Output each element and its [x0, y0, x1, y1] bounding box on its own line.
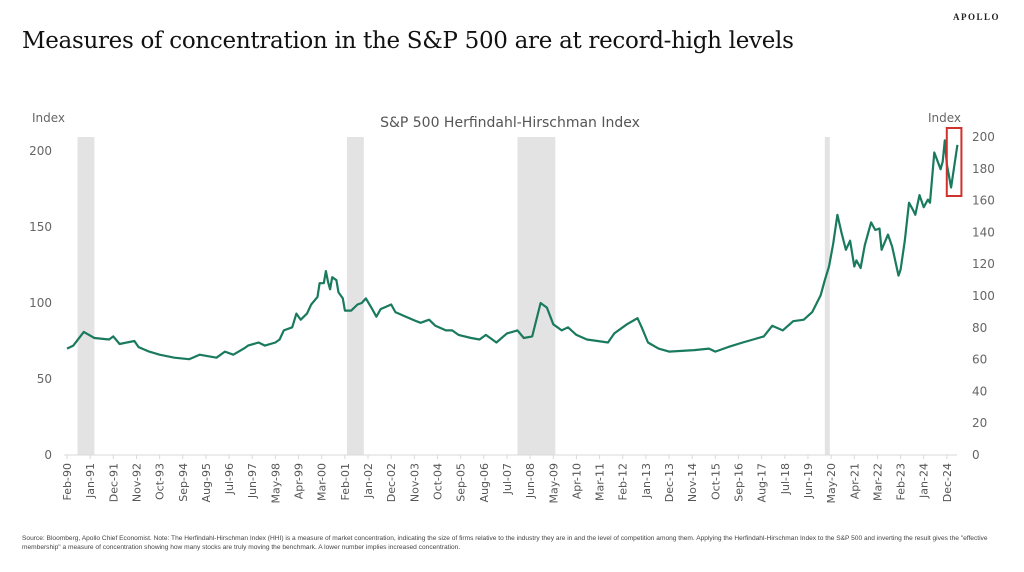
- x-tick-label: May-20: [825, 463, 838, 504]
- x-tick-label: Feb-90: [61, 463, 74, 500]
- x-tick-label: Nov-14: [686, 463, 699, 502]
- chart-title: S&P 500 Herfindahl-Hirschman Index: [380, 115, 640, 131]
- recession-band: [77, 137, 95, 455]
- right-tick-label: 0: [972, 448, 980, 462]
- x-tick-label: Jun-97: [246, 463, 259, 499]
- left-tick-label: 0: [44, 448, 52, 462]
- highlight-box: [945, 127, 963, 197]
- recession-band: [517, 137, 556, 455]
- x-tick-label: Jan-13: [640, 463, 653, 499]
- x-tick-label: Apr-21: [848, 463, 861, 499]
- x-tick-label: Sep-16: [732, 463, 745, 502]
- x-tick-label: Nov-92: [130, 463, 143, 502]
- x-tick-label: Dec-02: [385, 463, 398, 502]
- x-tick-label: Jan-91: [84, 463, 97, 499]
- left-tick-label: 100: [29, 296, 52, 310]
- right-axis-label: Index: [928, 111, 961, 125]
- x-tick-label: Jul-18: [779, 463, 792, 495]
- right-tick-label: 20: [972, 416, 987, 430]
- recession-band: [824, 137, 830, 455]
- x-tick-label: Mar-22: [871, 463, 884, 501]
- x-tick-label: Jan-02: [362, 463, 375, 499]
- series-line: [66, 139, 959, 361]
- x-tick-label: Aug-06: [478, 463, 491, 502]
- x-tick-label: Oct-15: [709, 463, 722, 500]
- right-tick-label: 200: [972, 130, 995, 144]
- x-tick-label: Nov-03: [408, 463, 421, 502]
- x-tick-label: Aug-95: [200, 463, 213, 502]
- right-tick-label: 140: [972, 225, 995, 239]
- chart: S&P 500 Herfindahl-Hirschman Index Index…: [29, 111, 995, 504]
- page-title: Measures of concentration in the S&P 500…: [22, 28, 794, 54]
- x-tick-label: Oct-93: [154, 463, 167, 500]
- x-tick-label: Dec-24: [941, 463, 954, 502]
- x-tick-label: May-98: [269, 463, 282, 504]
- x-tick-label: Feb-01: [339, 463, 352, 500]
- x-tick-label: Sep-94: [177, 463, 190, 502]
- x-tick-label: Oct-04: [431, 463, 444, 500]
- x-tick-label: May-09: [547, 463, 560, 504]
- x-tick-label: Mar-00: [316, 463, 329, 501]
- x-tick-label: Jul-07: [501, 463, 514, 495]
- right-tick-label: 60: [972, 353, 987, 367]
- right-tick-label: 40: [972, 384, 987, 398]
- x-tick-label: Jun-08: [524, 463, 537, 499]
- x-tick-label: Feb-12: [617, 463, 630, 500]
- x-tick-label: Apr-99: [293, 463, 306, 499]
- brand-logo: APOLLO: [952, 12, 1000, 22]
- x-tick-label: Jul-96: [223, 463, 236, 495]
- left-tick-label: 150: [29, 220, 52, 234]
- x-tick-label: Jan-24: [918, 463, 931, 499]
- right-tick-label: 120: [972, 257, 995, 271]
- x-tick-label: Jun-19: [802, 463, 815, 499]
- x-tick-label: Feb-23: [895, 463, 908, 500]
- left-tick-label: 200: [29, 144, 52, 158]
- left-axis-label: Index: [32, 111, 65, 125]
- x-tick-label: Dec-91: [107, 463, 120, 502]
- x-tick-label: Apr-10: [570, 463, 583, 499]
- x-tick-label: Mar-11: [594, 463, 607, 501]
- left-tick-label: 50: [37, 372, 52, 386]
- x-tick-label: Dec-13: [663, 463, 676, 502]
- right-tick-label: 100: [972, 289, 995, 303]
- right-tick-label: 180: [972, 162, 995, 176]
- right-tick-label: 160: [972, 194, 995, 208]
- right-tick-label: 80: [972, 321, 987, 335]
- source-note: Source: Bloomberg, Apollo Chief Economis…: [22, 535, 988, 551]
- recession-band: [346, 137, 364, 455]
- x-tick-label: Sep-05: [455, 463, 468, 502]
- x-tick-label: Aug-17: [756, 463, 769, 502]
